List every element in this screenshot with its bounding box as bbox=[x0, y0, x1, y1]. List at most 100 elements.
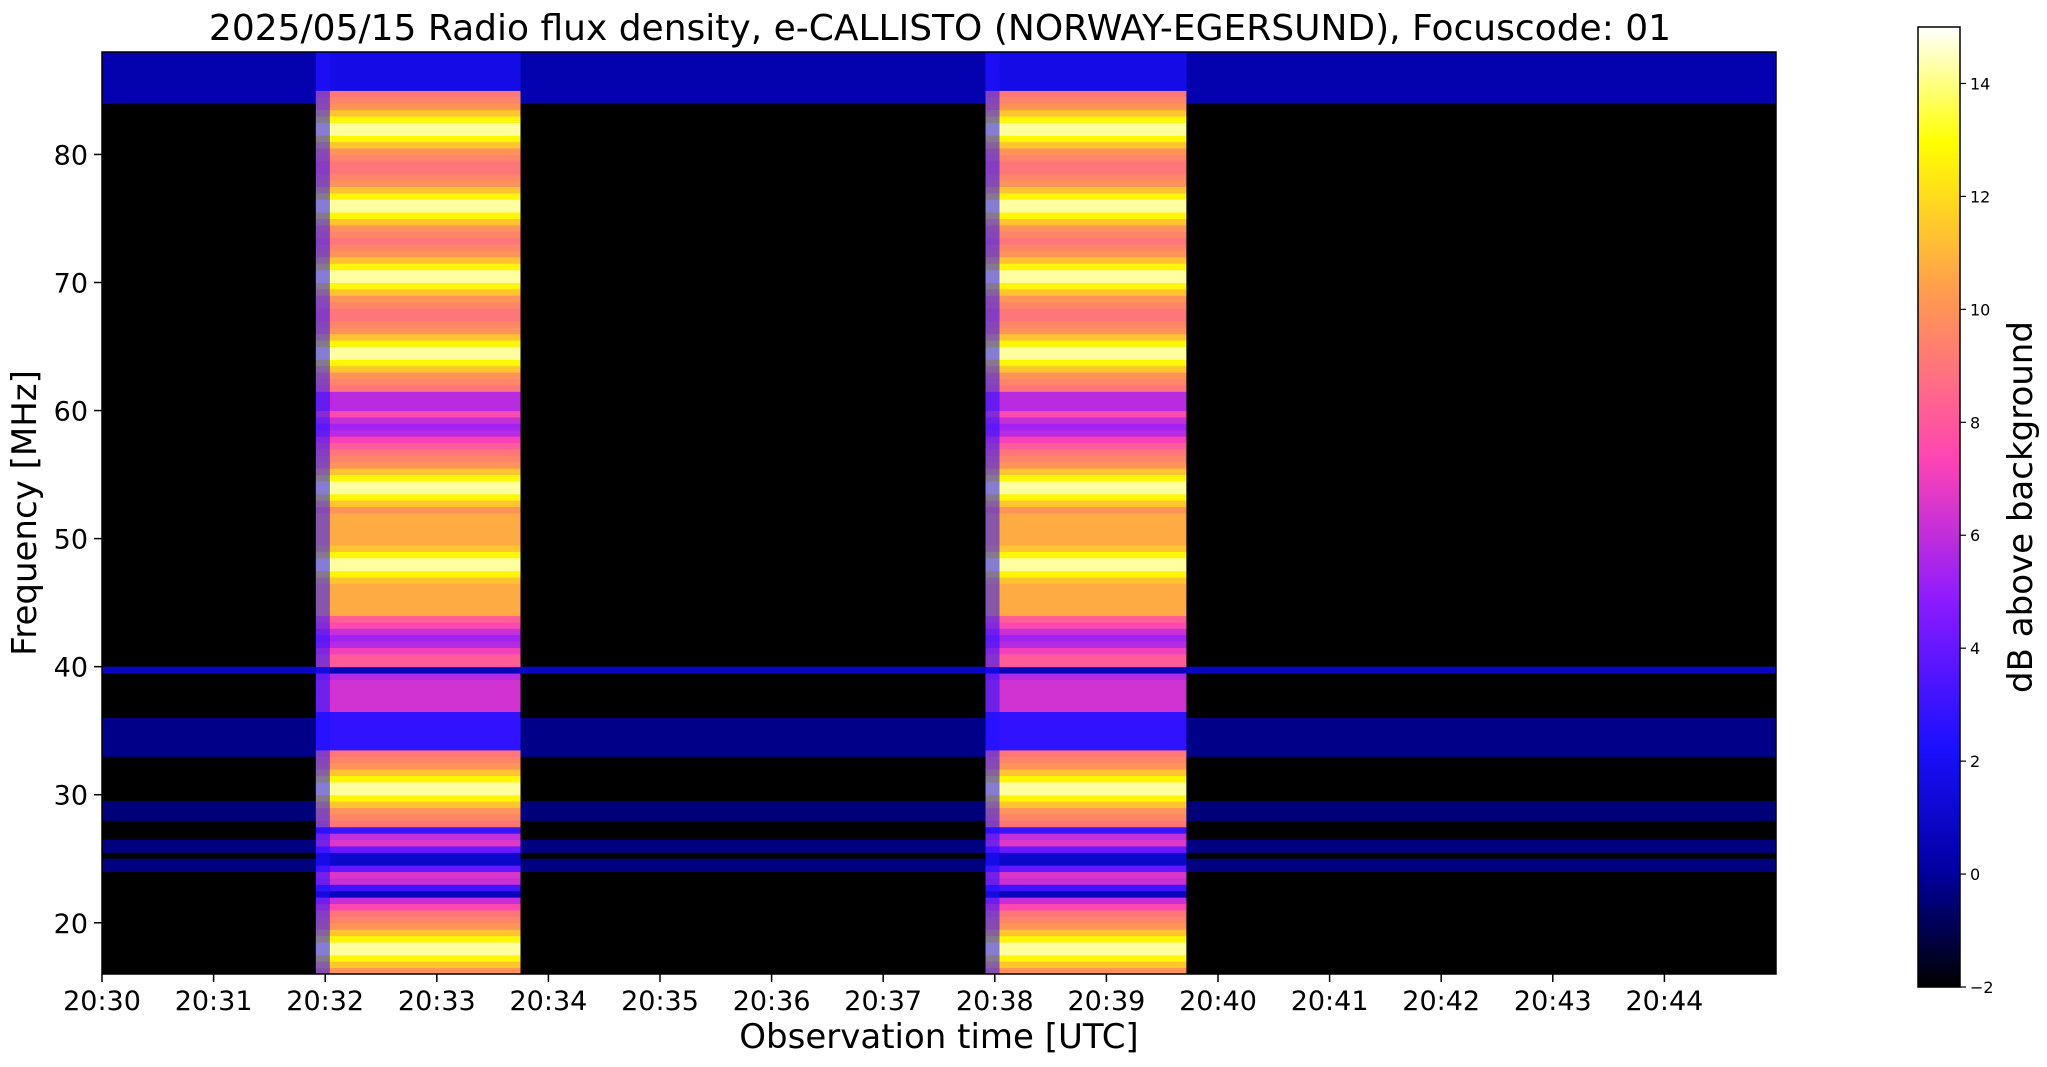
burst-cell bbox=[985, 641, 1187, 648]
burst-cell bbox=[985, 71, 1187, 79]
chart-title: 2025/05/15 Radio flux density, e-CALLIST… bbox=[209, 8, 1671, 49]
burst-cell bbox=[985, 801, 1187, 809]
burst-cell bbox=[985, 788, 1187, 796]
burst-cell bbox=[985, 352, 1187, 360]
burst-cell bbox=[985, 199, 1187, 207]
burst-cell bbox=[985, 749, 1187, 757]
burst-cell bbox=[315, 423, 521, 431]
burst-cell bbox=[985, 244, 1187, 251]
burst-cell bbox=[315, 506, 521, 514]
burst-cell bbox=[985, 794, 1187, 802]
burst-cell bbox=[315, 903, 521, 911]
burst-cell bbox=[315, 397, 521, 405]
burst-cell bbox=[315, 500, 521, 508]
burst-cell bbox=[985, 525, 1187, 533]
burst-cell bbox=[985, 173, 1187, 181]
burst-cell bbox=[315, 199, 521, 207]
burst-cell bbox=[985, 506, 1187, 514]
spectrum-row bbox=[102, 717, 1776, 725]
burst-cell bbox=[985, 480, 1187, 488]
burst-cell bbox=[315, 84, 521, 91]
burst-cell bbox=[315, 64, 521, 72]
burst-cell bbox=[315, 922, 521, 930]
burst-cell bbox=[985, 58, 1187, 66]
spectrum-row bbox=[102, 666, 1776, 674]
burst-cell bbox=[315, 327, 521, 335]
x-tick-label: 20:37 bbox=[844, 986, 922, 1017]
burst-cell bbox=[985, 609, 1187, 616]
burst-cell bbox=[315, 218, 521, 226]
burst-cell bbox=[315, 673, 521, 680]
burst-cell bbox=[985, 538, 1187, 546]
burst-cell bbox=[315, 333, 521, 341]
burst-cell bbox=[985, 545, 1187, 552]
burst-cell bbox=[315, 493, 521, 501]
burst-cell bbox=[315, 301, 521, 309]
x-tick-label: 20:31 bbox=[175, 986, 253, 1017]
burst-cell bbox=[985, 103, 1187, 111]
burst-cell bbox=[985, 333, 1187, 341]
burst-cell bbox=[315, 186, 521, 194]
burst-cell bbox=[985, 301, 1187, 309]
colorbar-gradient bbox=[1917, 26, 1961, 988]
burst-cell bbox=[985, 813, 1187, 821]
burst-cell bbox=[315, 525, 521, 533]
burst-cell bbox=[985, 577, 1187, 584]
burst-cell bbox=[985, 340, 1187, 348]
spectrum-row bbox=[102, 858, 1776, 866]
burst-cell bbox=[315, 96, 521, 104]
burst-cell bbox=[985, 871, 1187, 879]
colorbar-tick-label: 0 bbox=[1970, 865, 1980, 884]
burst-cell bbox=[985, 852, 1187, 860]
spectrum-row bbox=[102, 71, 1776, 79]
y-tick-label: 80 bbox=[54, 140, 88, 171]
burst-cell bbox=[315, 807, 521, 815]
burst-cell bbox=[985, 833, 1187, 841]
burst-cell bbox=[315, 180, 521, 187]
burst-cell bbox=[315, 564, 521, 572]
burst-cell bbox=[985, 762, 1187, 770]
burst-cell bbox=[315, 871, 521, 879]
burst-cell bbox=[985, 807, 1187, 815]
burst-cell bbox=[985, 224, 1187, 232]
spectrum-row bbox=[102, 96, 1776, 104]
burst-cell bbox=[315, 577, 521, 584]
burst-cell bbox=[985, 192, 1187, 200]
burst-cell bbox=[985, 288, 1187, 296]
colorbar-tick-label: 6 bbox=[1970, 526, 1980, 545]
burst-cell bbox=[315, 852, 521, 860]
burst-edge bbox=[985, 52, 1000, 974]
burst-cell bbox=[985, 653, 1187, 661]
burst-cell bbox=[985, 77, 1187, 85]
x-tick-label: 20:42 bbox=[1402, 986, 1480, 1017]
spectrum-row bbox=[102, 58, 1776, 66]
spectrum-row bbox=[102, 845, 1776, 853]
x-tick-label: 20:36 bbox=[733, 986, 811, 1017]
burst-cell bbox=[315, 941, 521, 949]
burst-cell bbox=[315, 128, 521, 136]
burst-cell bbox=[315, 833, 521, 841]
burst-cell bbox=[315, 320, 521, 328]
burst-cell bbox=[985, 410, 1187, 418]
burst-cell bbox=[985, 717, 1187, 725]
burst-cell bbox=[985, 845, 1187, 853]
burst-cell bbox=[315, 154, 521, 162]
x-tick-label: 20:35 bbox=[621, 986, 699, 1017]
burst-cell bbox=[985, 474, 1187, 482]
burst-cell bbox=[315, 711, 521, 719]
burst-cell bbox=[315, 641, 521, 648]
spectrum-row bbox=[102, 64, 1776, 72]
burst-cell bbox=[985, 903, 1187, 911]
burst-cell bbox=[985, 519, 1187, 527]
burst-cell bbox=[985, 941, 1187, 949]
burst-cell bbox=[315, 967, 521, 975]
burst-cell bbox=[985, 961, 1187, 969]
burst-cell bbox=[985, 493, 1187, 501]
burst-cell bbox=[985, 135, 1187, 143]
burst-cell bbox=[985, 954, 1187, 962]
burst-cell bbox=[315, 244, 521, 251]
spectrum-row bbox=[102, 839, 1776, 847]
colorbar-tick-label: −2 bbox=[1970, 978, 1994, 997]
burst-cell bbox=[985, 897, 1187, 905]
